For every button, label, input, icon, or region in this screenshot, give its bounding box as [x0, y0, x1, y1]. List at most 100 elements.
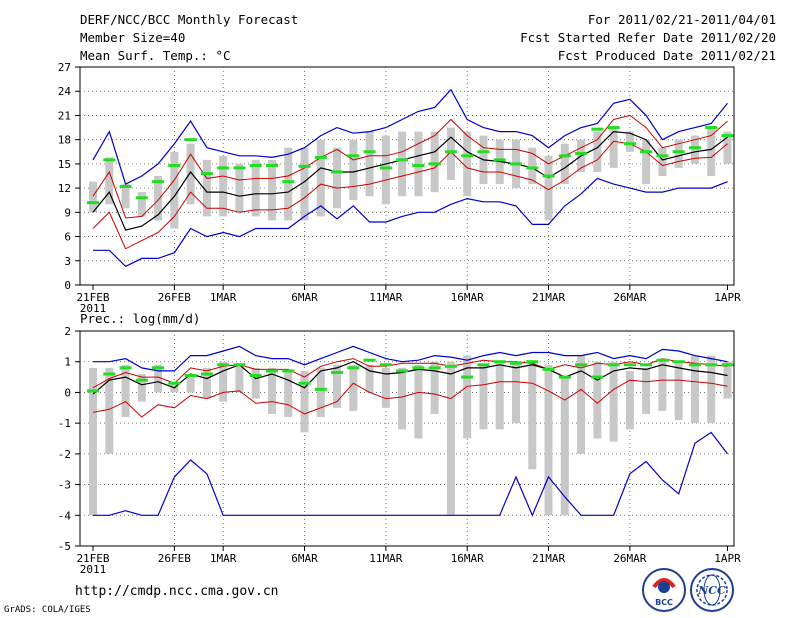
- x-tick-label: 26MAR: [613, 291, 646, 304]
- median-marker: [542, 174, 555, 178]
- ensemble-box: [560, 377, 569, 516]
- y-tick-label: -3: [58, 479, 71, 492]
- median-marker: [314, 387, 327, 391]
- plot-frame: [79, 66, 735, 286]
- ensemble-box: [528, 361, 537, 470]
- ensemble-box: [316, 139, 325, 217]
- ensemble-box: [690, 135, 699, 164]
- median-marker: [493, 158, 506, 162]
- ncc-logo-text: NCC: [697, 584, 726, 597]
- ensemble-box: [463, 355, 472, 439]
- ensemble-box: [154, 364, 163, 393]
- ensemble-box: [284, 147, 293, 221]
- ensemble-box: [186, 374, 195, 393]
- min-line: [93, 431, 728, 517]
- max-line: [92, 88, 728, 185]
- ensemble-box: [609, 361, 618, 442]
- y-tick-label: 1: [64, 356, 71, 369]
- footer-url[interactable]: http://cmdp.ncc.cma.gov.cn: [75, 584, 279, 599]
- ensemble-box: [544, 364, 553, 516]
- ensemble-box: [528, 147, 537, 185]
- x-tick-label: 11MAR: [369, 552, 402, 565]
- y-tick-label: -4: [58, 509, 72, 522]
- x-tick-label: 1MAR: [210, 291, 237, 304]
- median-marker: [168, 164, 181, 168]
- x-tick-label: 26FEB: [158, 291, 191, 304]
- median-marker: [298, 381, 311, 385]
- ensemble-box: [267, 367, 276, 414]
- ensemble-box: [398, 367, 407, 430]
- ensemble-box: [430, 361, 439, 414]
- ensemble-box: [89, 367, 98, 516]
- median-marker: [249, 164, 262, 168]
- ensemble-box: [707, 355, 716, 424]
- ensemble-box: [446, 361, 455, 516]
- median-marker: [314, 155, 327, 159]
- mean-line: [92, 130, 728, 231]
- x-tick-label: 21FEB: [76, 291, 109, 304]
- median-marker: [688, 146, 701, 150]
- median-marker: [477, 363, 490, 367]
- median-marker: [135, 196, 148, 200]
- bcc-logo: BCC: [642, 568, 686, 612]
- ensemble-box: [674, 361, 683, 421]
- temperature-panel-title: Mean Surf. Temp.: °C: [80, 48, 231, 63]
- ensemble-box: [333, 147, 342, 209]
- x-tick-label: 26FEB: [158, 552, 191, 565]
- median-marker: [672, 150, 685, 154]
- ensemble-box: [251, 367, 260, 399]
- ensemble-box: [137, 192, 146, 217]
- mean-line: [92, 361, 728, 395]
- median-marker: [87, 389, 100, 393]
- ensemble-box: [235, 363, 244, 393]
- y-tick-label: 0: [64, 279, 71, 292]
- median-marker: [217, 166, 230, 170]
- mean-minus-sd-line: [92, 140, 728, 250]
- ensemble-box: [333, 364, 342, 408]
- median-marker: [347, 154, 360, 158]
- ensemble-box: [479, 364, 488, 430]
- forecast-period: For 2011/02/21-2011/04/01: [587, 12, 776, 27]
- median-marker: [640, 150, 653, 154]
- ensemble-box: [219, 361, 228, 402]
- ensemble-box: [544, 155, 553, 221]
- ensemble-box: [707, 127, 716, 176]
- median-marker: [103, 158, 116, 162]
- ensemble-box: [625, 131, 634, 152]
- y-tick-label: 21: [58, 109, 71, 122]
- ensemble-box: [512, 361, 520, 424]
- ensemble-box: [577, 355, 586, 454]
- median-marker: [721, 363, 734, 367]
- median-marker: [396, 158, 409, 162]
- ensemble-box: [365, 364, 374, 393]
- median-marker: [591, 375, 604, 379]
- median-marker: [379, 363, 392, 367]
- ensemble-box: [267, 159, 276, 221]
- ensemble-box: [495, 361, 504, 430]
- x-tick-label: 1APR: [714, 552, 741, 565]
- median-marker: [379, 166, 392, 170]
- median-marker: [510, 361, 522, 365]
- median-marker: [542, 367, 555, 371]
- mean-plus-sd-line: [92, 114, 728, 219]
- median-marker: [428, 162, 441, 166]
- median-marker: [184, 138, 197, 142]
- grads-credit: GrADS: COLA/IGES: [4, 605, 91, 615]
- ensemble-box: [137, 374, 146, 402]
- median-marker: [623, 142, 636, 146]
- ensemble-box: [186, 143, 195, 205]
- y-tick-label: 9: [64, 206, 71, 219]
- ensemble-box: [365, 131, 374, 197]
- median-marker: [558, 375, 571, 379]
- ensemble-box: [284, 370, 293, 417]
- y-tick-label: 24: [58, 85, 72, 98]
- member-size: Member Size=40: [80, 30, 186, 45]
- ensemble-box: [105, 367, 114, 454]
- median-marker: [347, 366, 360, 370]
- median-marker: [607, 363, 620, 367]
- median-marker: [444, 150, 457, 154]
- ensemble-box: [642, 367, 651, 414]
- x-tick-label: 6MAR: [291, 291, 318, 304]
